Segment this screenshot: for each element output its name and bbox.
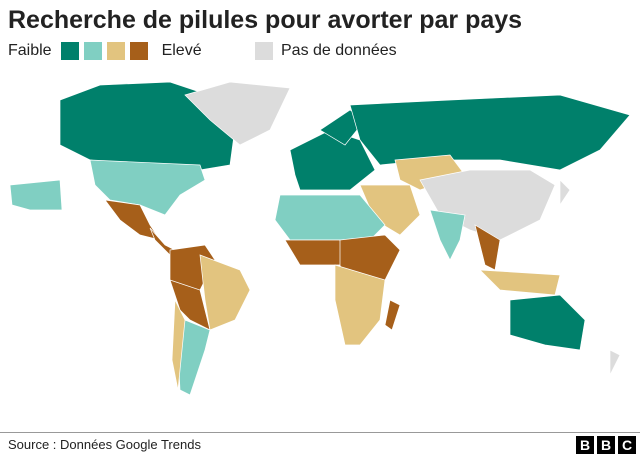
no-data-swatch xyxy=(255,42,273,60)
logo-letter: C xyxy=(618,436,636,454)
title: Recherche de pilules pour avorter par pa… xyxy=(8,6,523,34)
legend-swatch xyxy=(106,42,125,60)
logo-letter: B xyxy=(597,436,615,454)
legend-swatches xyxy=(56,42,148,60)
legend-low: Faible xyxy=(8,42,52,59)
bbc-logo: B B C xyxy=(573,436,636,454)
legend-swatch xyxy=(129,42,148,60)
no-data-label: Pas de données xyxy=(281,42,397,59)
footer-rule xyxy=(0,432,640,433)
legend-no-data: Pas de données xyxy=(255,42,397,60)
world-map xyxy=(9,81,631,396)
logo-letter: B xyxy=(576,436,594,454)
legend: Faible Elevé xyxy=(8,42,202,60)
legend-swatch xyxy=(83,42,102,60)
legend-high: Elevé xyxy=(161,42,202,59)
source: Source : Données Google Trends xyxy=(8,437,201,452)
map-shapes xyxy=(9,81,631,396)
legend-swatch xyxy=(60,42,79,60)
